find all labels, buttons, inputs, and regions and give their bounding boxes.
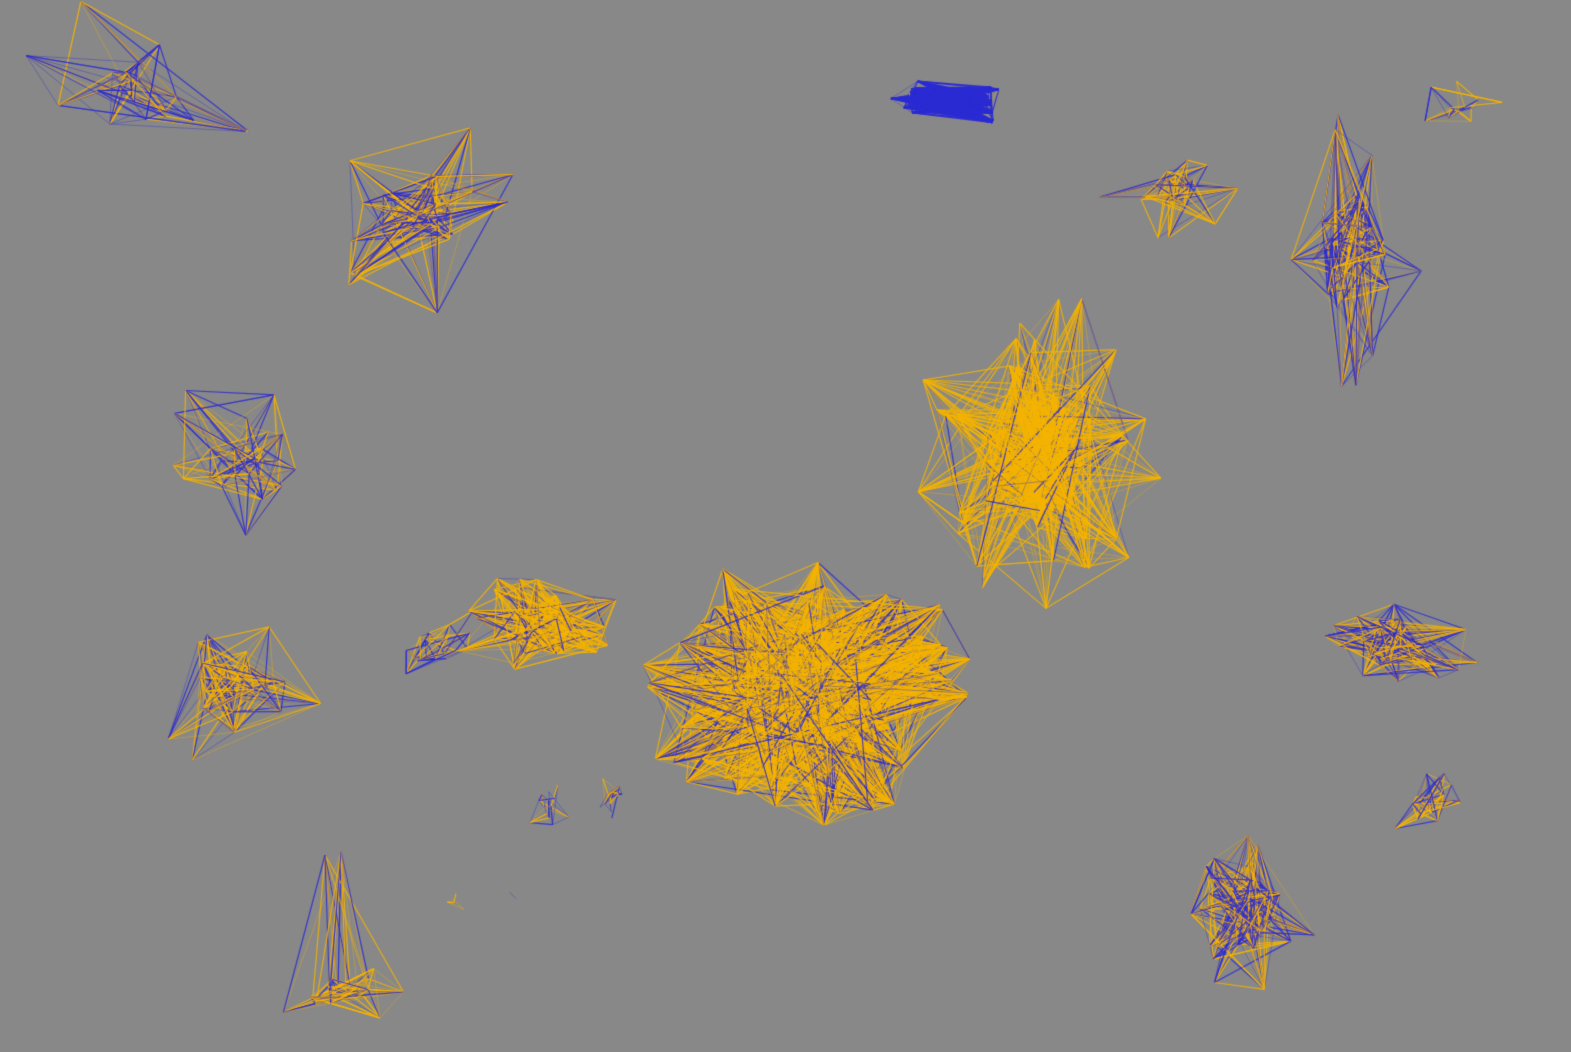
network-graph-view[interactable]: Network Graph Visualization: [0, 0, 1571, 1052]
network-graph-canvas[interactable]: [0, 0, 1571, 1052]
